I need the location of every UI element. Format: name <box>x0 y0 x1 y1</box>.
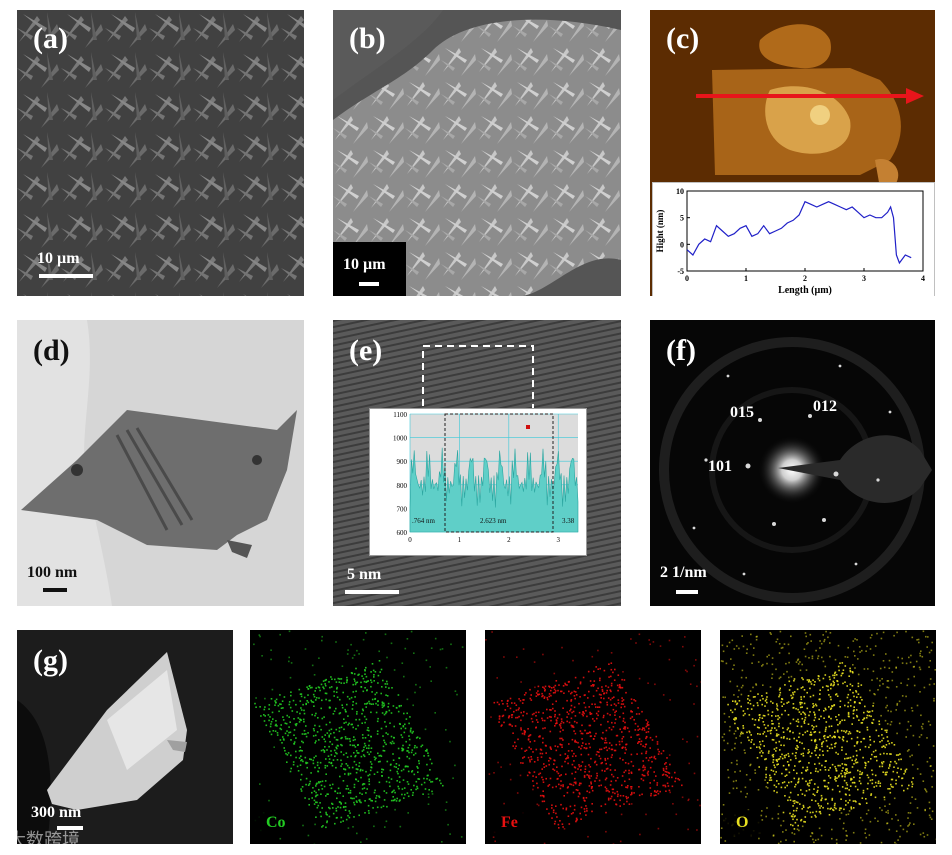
scale-bar-label-a: 10 µm <box>37 250 80 267</box>
panel-label-d: (d) <box>33 334 70 367</box>
scale-bar-label-g: 300 nm <box>31 804 82 821</box>
haadf-image <box>17 630 233 844</box>
profile-ytick-label: 10 <box>676 187 684 196</box>
panel-a-sem: (a) 10 µm <box>17 10 304 296</box>
scale-bar-label-e: 5 nm <box>347 566 382 583</box>
eds-co-distribution <box>250 630 466 844</box>
eds-fe-distribution <box>485 630 701 844</box>
scale-bar-f <box>676 590 698 594</box>
eds-map-o: O <box>720 630 936 844</box>
ring-label-012: 012 <box>813 398 837 415</box>
panel-e-hrtem: (e) 5 nm 1100 1000 900 800 700 600 0 1 2 3 .764 n… <box>333 320 621 606</box>
inset-annotation-right: 3.38 <box>562 517 575 525</box>
scale-bar-a <box>39 274 93 278</box>
inset-xtick-label: 0 <box>408 536 412 544</box>
inset-annotation-middle: 2.623 nm <box>480 517 507 525</box>
panel-label-c: (c) <box>666 22 700 55</box>
inset-xtick-label: 1 <box>458 536 462 544</box>
intensity-profile-area <box>409 447 579 533</box>
panel-d-tem: (d) 100 nm <box>17 320 304 606</box>
profile-ytick-label: 0 <box>680 240 684 249</box>
profile-xlabel: Length (µm) <box>778 285 832 296</box>
saed-pattern-image <box>650 320 935 606</box>
panel-label-b: (b) <box>349 22 386 55</box>
scale-bar-label-b: 10 µm <box>343 256 386 273</box>
profile-xtick-label: 1 <box>744 274 748 283</box>
scale-bar-g <box>57 826 83 830</box>
profile-xtick-label: 0 <box>685 274 689 283</box>
panel-label-g: (g) <box>33 644 68 677</box>
panel-f-saed: (f) 015 012 101 2 1/nm <box>650 320 935 606</box>
eds-map-co: Co <box>250 630 466 844</box>
inset-ytick-label: 1100 <box>393 411 407 419</box>
eds-label-o: O <box>724 810 761 836</box>
panel-c-afm: (c) 0 1 2 3 4 10 5 0 -5 Length (µm) Hight (nm) <box>650 10 935 296</box>
eds-o-distribution <box>720 630 936 844</box>
ring-label-101: 101 <box>708 458 732 475</box>
profile-ytick-label: -5 <box>677 267 684 276</box>
scale-bar-label-f: 2 1/nm <box>660 564 707 581</box>
intensity-profile-inset: 1100 1000 900 800 700 600 0 1 2 3 .764 nm 2.623 n… <box>369 408 587 556</box>
panel-label-a: (a) <box>33 22 68 55</box>
panel-g-haadf: (g) 300 nm <box>17 630 233 844</box>
scale-bar-box-b <box>333 242 406 296</box>
eds-label-co: Co <box>254 810 298 836</box>
watermark: 大数跨境 <box>8 830 80 851</box>
inset-ytick-label: 900 <box>397 458 408 466</box>
inset-ytick-label: 700 <box>397 505 408 513</box>
sem-nanosheets-image-b <box>333 10 621 296</box>
panel-b-sem: (b) 10 µm <box>333 10 621 296</box>
panel-label-e: (e) <box>349 334 383 367</box>
inset-annotation-left: .764 nm <box>412 517 436 525</box>
scale-bar-e <box>345 590 399 594</box>
inset-ytick-label: 800 <box>397 482 408 490</box>
afm-line-arrow <box>696 88 924 104</box>
eds-label-fe: Fe <box>489 810 530 836</box>
height-profile-line <box>686 200 912 265</box>
profile-ylabel: Hight (nm) <box>655 210 665 253</box>
profile-ytick-label: 5 <box>680 214 684 223</box>
sem-nanosheets-image-a <box>17 10 304 296</box>
panel-label-f: (f) <box>666 334 696 367</box>
inset-ytick-label: 600 <box>397 529 408 537</box>
profile-xtick-label: 3 <box>862 274 866 283</box>
profile-xtick-label: 2 <box>803 274 807 283</box>
height-profile-inset: 0 1 2 3 4 10 5 0 -5 Length (µm) Hight (nm) <box>652 182 935 296</box>
scale-bar-label-d: 100 nm <box>27 564 78 581</box>
scale-bar-b <box>359 282 379 286</box>
inset-xtick-label: 2 <box>507 536 511 544</box>
inset-xtick-label: 3 <box>556 536 560 544</box>
eds-map-fe: Fe <box>485 630 701 844</box>
scale-bar-d <box>43 588 67 592</box>
tem-nanosheet-image <box>17 320 304 606</box>
profile-xtick-label: 4 <box>921 274 925 283</box>
inset-ytick-label: 1000 <box>393 435 408 443</box>
ring-label-015: 015 <box>730 404 754 421</box>
